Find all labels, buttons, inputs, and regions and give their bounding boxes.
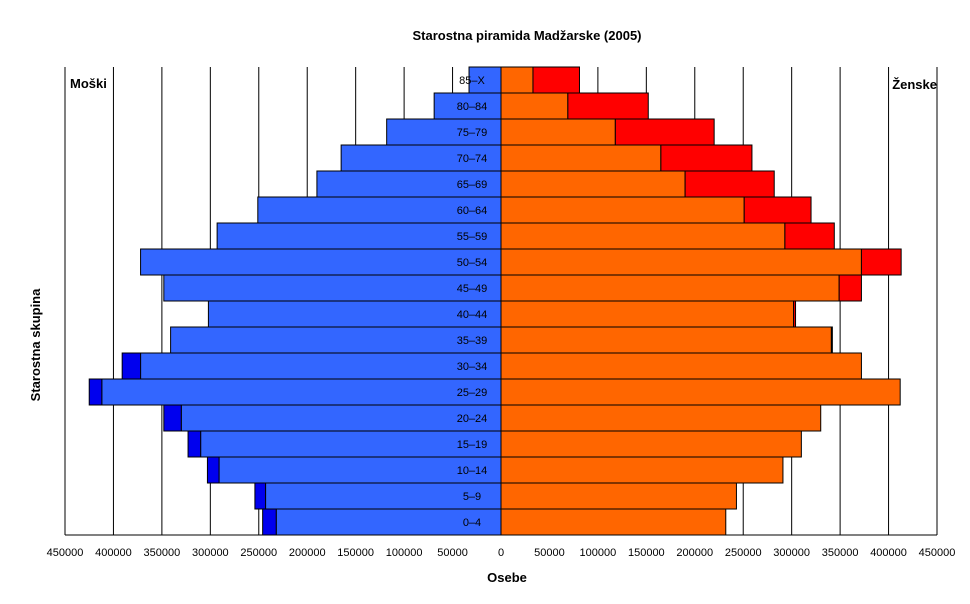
age-group-label: 80–84	[457, 101, 488, 113]
bar-female-30–34	[500, 352, 862, 380]
bars	[88, 66, 902, 536]
age-group-label: 55–59	[457, 231, 488, 243]
age-group-label: 20–24	[457, 413, 488, 425]
age-group-label: 50–54	[457, 257, 488, 269]
x-tick-label: 400000	[870, 547, 907, 559]
bar-female-35–39	[500, 326, 832, 354]
bar-female-excess-45–49	[838, 274, 862, 302]
female-label: Ženske	[892, 77, 937, 92]
bar-female-65–69	[500, 170, 686, 198]
bar-female-excess-35–39	[830, 326, 833, 354]
x-tick-label: 200000	[676, 547, 713, 559]
x-tick-label: 200000	[289, 547, 326, 559]
bar-male-excess-15–19	[187, 430, 202, 458]
bar-female-excess-65–69	[684, 170, 775, 198]
age-group-label: 15–19	[457, 439, 488, 451]
bar-female-excess-60–64	[743, 196, 812, 224]
x-tick-label: 450000	[47, 547, 84, 559]
bar-male-65–69	[316, 170, 502, 198]
x-axis-title: Osebe	[487, 570, 527, 585]
age-group-label: 75–79	[457, 127, 488, 139]
bar-female-80–84	[500, 92, 569, 120]
age-group-label: 85–X	[459, 75, 485, 87]
x-tick-label: 300000	[773, 547, 810, 559]
bar-male-excess-10–14	[206, 456, 220, 484]
age-group-label: 0–4	[463, 517, 481, 529]
bar-male-excess-0–4	[262, 508, 277, 536]
x-tick-label: 0	[498, 547, 504, 559]
x-tick-labels: 450000 400000 350000 300000 250000 200000 1500…	[47, 547, 956, 559]
bar-male-25–29	[101, 378, 502, 406]
age-labels: 0–4 5–9 10–14 15–19 20–24 25–29 30–34 35–39 40–4…	[457, 75, 488, 529]
bar-female-70–74	[500, 144, 662, 172]
bar-female-60–64	[500, 196, 745, 224]
x-tick-label: 400000	[95, 547, 132, 559]
age-group-label: 65–69	[457, 179, 488, 191]
x-tick-label: 50000	[437, 547, 468, 559]
bar-female-25–29	[500, 378, 901, 406]
bar-male-excess-5–9	[254, 482, 267, 510]
bar-female-excess-50–54	[860, 248, 902, 276]
x-tick-label: 250000	[240, 547, 277, 559]
bar-male-excess-20–24	[163, 404, 182, 432]
bar-male-45–49	[163, 274, 502, 302]
age-group-label: 40–44	[457, 309, 488, 321]
x-tick-label: 250000	[725, 547, 762, 559]
age-group-label: 45–49	[457, 283, 488, 295]
x-tick-label: 300000	[192, 547, 229, 559]
bar-female-15–19	[500, 430, 802, 458]
bar-female-excess-80–84	[567, 92, 649, 120]
x-tick-label: 450000	[919, 547, 956, 559]
x-tick-label: 50000	[534, 547, 565, 559]
bar-female-excess-75–79	[614, 118, 715, 146]
bar-male-20–24	[180, 404, 502, 432]
age-group-label: 60–64	[457, 205, 488, 217]
bar-female-40–44	[500, 300, 795, 328]
chart-title: Starostna piramida Madžarske (2005)	[412, 28, 641, 43]
bar-male-50–54	[140, 248, 502, 276]
bar-female-45–49	[500, 274, 840, 302]
x-tick-label: 350000	[144, 547, 181, 559]
age-group-label: 25–29	[457, 387, 488, 399]
bar-male-10–14	[218, 456, 502, 484]
bar-female-excess-55–59	[784, 222, 835, 250]
age-group-label: 5–9	[463, 491, 481, 503]
bar-female-excess-70–74	[660, 144, 753, 172]
bar-female-0–4	[500, 508, 727, 536]
bar-female-20–24	[500, 404, 822, 432]
bar-female-50–54	[500, 248, 862, 276]
x-tick-label: 350000	[822, 547, 859, 559]
bar-female-75–79	[500, 118, 616, 146]
bar-female-10–14	[500, 456, 784, 484]
age-group-label: 70–74	[457, 153, 488, 165]
bar-male-5–9	[265, 482, 502, 510]
x-tick-label: 150000	[337, 547, 374, 559]
bar-male-excess-25–29	[88, 378, 103, 406]
bar-female-55–59	[500, 222, 786, 250]
bar-male-35–39	[170, 326, 502, 354]
male-label: Moški	[70, 76, 107, 91]
bar-male-55–59	[216, 222, 502, 250]
x-tick-label: 100000	[580, 547, 617, 559]
bar-female-85–X	[500, 66, 534, 94]
y-axis-title: Starostna skupina	[28, 288, 43, 401]
bar-male-30–34	[140, 352, 502, 380]
x-tick-label: 150000	[628, 547, 665, 559]
x-tick-label: 100000	[386, 547, 423, 559]
bar-female-5–9	[500, 482, 737, 510]
bar-male-80–84	[433, 92, 502, 120]
bar-male-75–79	[386, 118, 502, 146]
bar-female-excess-85–X	[532, 66, 580, 94]
bar-male-excess-30–34	[121, 352, 142, 380]
age-group-label: 35–39	[457, 335, 488, 347]
age-group-label: 10–14	[457, 465, 488, 477]
age-group-label: 30–34	[457, 361, 488, 373]
bar-female-excess-40–44	[793, 300, 797, 328]
